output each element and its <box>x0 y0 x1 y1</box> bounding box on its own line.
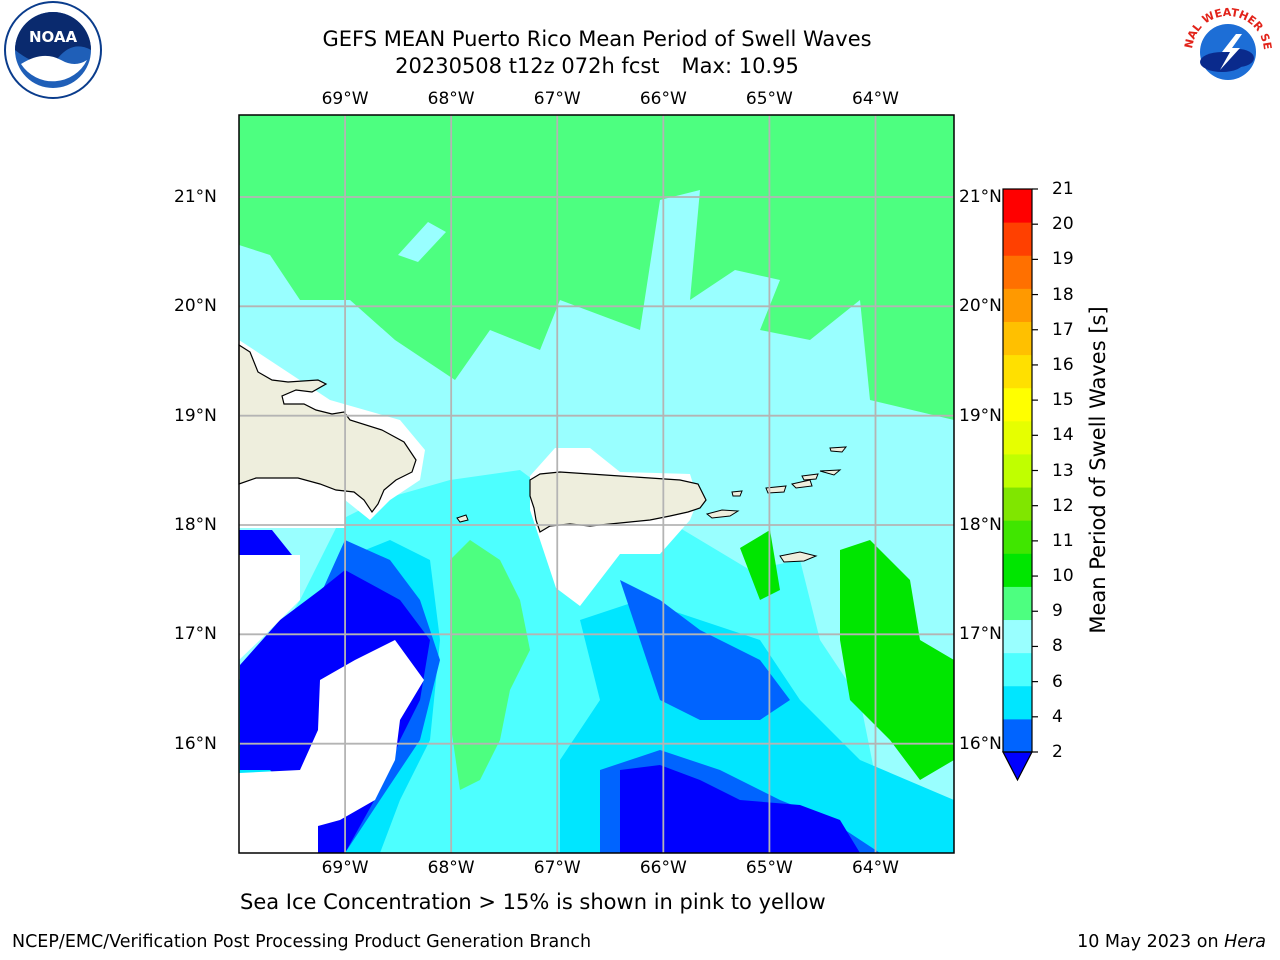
footer-date: 10 May 2023 on Hera <box>1077 932 1266 952</box>
mona-island <box>456 514 469 523</box>
lon-label-top: 69°W <box>321 89 369 109</box>
footer-credit: NCEP/EMC/Verification Post Processing Pr… <box>12 932 592 952</box>
colorbar-swatch <box>1003 321 1032 356</box>
lat-label-right: 20°N <box>959 296 1002 317</box>
colorbar-tick-label: 19 <box>1052 249 1074 270</box>
colorbar-swatch <box>1003 222 1032 256</box>
colorbar-swatch <box>1003 553 1032 587</box>
colorbar-swatch <box>1003 718 1032 753</box>
colorbar-label: Mean Period of Swell Waves [s] <box>1086 306 1110 634</box>
lon-label-bottom: 67°W <box>533 858 581 878</box>
colorbar-swatch <box>1003 520 1032 554</box>
footer-date-text: 10 May 2023 on <box>1077 932 1219 952</box>
sea-ice-note: Sea Ice Concentration > 15% is shown in … <box>240 890 826 914</box>
lon-label-bottom: 66°W <box>639 858 687 878</box>
hispaniola-land <box>238 343 417 514</box>
lat-label-left: 16°N <box>174 733 217 754</box>
nws-logo: NATIONAL WEATHER SERVICE <box>1173 0 1278 100</box>
lon-label-top: 67°W <box>533 89 581 109</box>
colorbar-tick-label: 17 <box>1052 319 1074 340</box>
lat-label-right: 21°N <box>959 187 1002 207</box>
forecast-datetime: 20230508 t12z 072h fcst <box>395 54 660 78</box>
colorbar-swatch <box>1003 288 1032 322</box>
lon-label-top: 64°W <box>852 89 899 109</box>
colorbar-tick-label: 14 <box>1052 425 1074 446</box>
colorbar-swatch <box>1003 586 1032 621</box>
lat-label-right: 18°N <box>959 515 1002 535</box>
max-value: Max: 10.95 <box>681 54 799 78</box>
st-croix-island <box>779 551 818 563</box>
lat-label-left: 20°N <box>174 296 217 317</box>
chart-subtitle: 20230508 t12z 072h fcst Max: 10.95 <box>240 53 954 80</box>
field-light-cyan-patch <box>398 222 446 262</box>
lat-label-left: 19°N <box>174 405 217 426</box>
field-deep-blue <box>239 530 860 853</box>
colorbar-tick-label: 10 <box>1052 566 1074 587</box>
vieques-island <box>705 509 740 519</box>
footer-machine: Hera <box>1224 932 1266 952</box>
lon-label-top: 66°W <box>639 89 687 109</box>
colorbar-tick-label: 15 <box>1052 390 1074 411</box>
colorbar-tick-label: 13 <box>1052 460 1074 481</box>
lon-label-bottom: 64°W <box>852 858 899 878</box>
map-frame <box>238 114 955 854</box>
lat-label-left: 17°N <box>174 624 217 645</box>
colorbar-tick-label: 18 <box>1052 284 1074 305</box>
colorbar-tick-label: 8 <box>1052 636 1063 657</box>
graticule <box>239 115 954 853</box>
colorbar-tick-label: 20 <box>1052 214 1074 235</box>
colorbar-swatch <box>1003 619 1032 654</box>
lat-label-left: 21°N <box>174 187 217 207</box>
colorbar-under-arrow <box>1002 751 1033 782</box>
lon-label-top: 68°W <box>427 89 475 109</box>
noaa-logo-text: NOAA <box>29 28 78 46</box>
noaa-logo: NOAA <box>3 0 103 100</box>
culebra-island <box>731 490 743 497</box>
colorbar-swatch <box>1003 685 1032 720</box>
colorbar-tick-label: 6 <box>1052 671 1063 692</box>
colorbar-swatch <box>1003 387 1032 422</box>
virgin-islands <box>765 446 848 494</box>
chart-title: GEFS MEAN Puerto Rico Mean Period of Swe… <box>322 27 872 51</box>
colorbar-swatch <box>1003 189 1032 223</box>
colorbar-tick-label: 12 <box>1052 495 1074 516</box>
colorbar-tick-label: 9 <box>1052 601 1063 622</box>
lat-label-left: 18°N <box>174 515 217 535</box>
lat-label-right: 17°N <box>959 624 1002 645</box>
colorbar-swatch <box>1003 652 1032 687</box>
lon-label-bottom: 68°W <box>427 858 475 878</box>
land-masses <box>238 343 848 563</box>
colorbar <box>1002 188 1038 782</box>
colorbar-swatch <box>1003 453 1032 488</box>
colorbar-tick-label: 16 <box>1052 354 1074 375</box>
colorbar-tick-label: 21 <box>1052 179 1074 199</box>
colorbar-swatch <box>1003 255 1032 289</box>
lat-label-right: 19°N <box>959 405 1002 426</box>
field-green-tongue <box>450 540 530 790</box>
field-dark-green-east <box>740 530 954 780</box>
lon-label-bottom: 65°W <box>745 858 793 878</box>
puerto-rico-land <box>529 471 707 533</box>
colorbar-swatch <box>1003 420 1032 455</box>
colorbar-tick-label: 2 <box>1052 742 1063 762</box>
colorbar-tick-label: 4 <box>1052 706 1063 727</box>
colorbar-swatch <box>1003 487 1032 521</box>
colorbar-swatch <box>1003 354 1032 389</box>
lon-label-bottom: 69°W <box>321 858 369 878</box>
lon-label-top: 65°W <box>745 89 793 109</box>
colorbar-tick-label: 11 <box>1052 530 1074 551</box>
lat-label-right: 16°N <box>959 733 1002 754</box>
